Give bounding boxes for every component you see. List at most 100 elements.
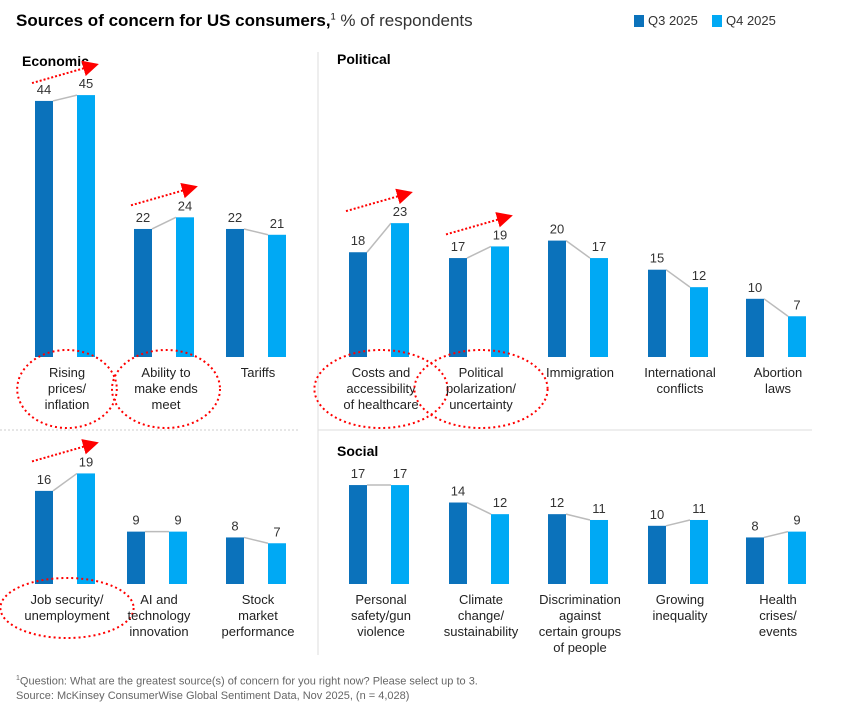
data-label: 45 [79,76,93,91]
bar-q3 [226,537,244,584]
category-label: inequality [653,608,708,623]
data-label: 20 [550,222,564,237]
data-label: 22 [228,210,242,225]
title-bold: Sources of concern for US consumers, [16,11,331,30]
legend-label-q4: Q4 2025 [726,13,776,28]
data-label: 8 [231,518,238,533]
category-label: sustainability [444,624,519,639]
category-label: meet [152,397,181,412]
legend-swatch-q4 [712,14,722,27]
category-label: Discrimination [539,592,621,607]
bar-q4 [176,217,194,357]
trend-arrow [445,212,513,236]
category-label: Costs and [352,365,411,380]
data-label: 7 [273,524,280,539]
data-label: 17 [393,466,407,481]
bar-q4 [690,519,708,584]
connector-line [763,530,789,539]
category-label: Job security/ [31,592,104,607]
data-label: 17 [351,466,365,481]
connector-line [565,513,591,521]
category-label: Growing [656,592,704,607]
panel-title: Political [337,51,391,67]
category-label: Political [459,365,504,380]
chart-title: Sources of concern for US consumers,1 % … [16,11,473,31]
category-label: AI and [140,592,178,607]
category-label: Personal [355,592,406,607]
category-label: Ability to [141,365,190,380]
data-label: 9 [793,513,800,528]
category-label: Tariffs [241,365,276,380]
category-label: change/ [458,608,505,623]
category-label: International [644,365,716,380]
category-label: unemployment [24,608,110,623]
category-label: of people [553,640,607,655]
category-label: innovation [129,624,188,639]
data-label: 14 [451,484,465,499]
bar-q3 [127,531,145,584]
data-label: 19 [493,227,507,242]
bar-q3 [548,514,566,584]
category-label: events [759,624,798,639]
category-label: Climate [459,592,503,607]
data-label: 10 [650,507,664,522]
panel-title: Social [337,443,378,459]
footnote: 1Question: What are the greatest source(… [16,672,478,703]
data-label: 21 [270,216,284,231]
bar-q3 [648,525,666,584]
title-footnote-mark: 1 [330,11,336,22]
category-label: Stock [242,592,275,607]
bar-q3 [648,269,666,357]
bar-q4 [690,287,708,357]
title-subtitle: % of respondents [340,11,473,30]
panel-title: Economic [22,53,89,69]
category-label: Immigration [546,365,614,380]
trend-arrow [130,182,198,207]
connector-line [466,245,492,259]
data-label: 22 [136,210,150,225]
bar-q3 [449,502,467,584]
data-label: 19 [79,454,93,469]
highlight-circle [413,349,549,429]
bar-q4 [268,234,286,357]
bar-q3 [349,252,367,357]
data-label: 9 [174,513,181,528]
highlight-circle [16,349,118,429]
data-label: 11 [592,501,606,516]
category-label: polarization/ [446,381,516,396]
category-label: of healthcare [343,397,418,412]
bar-q4 [491,514,509,584]
legend-item-q4: Q4 2025 [712,13,776,28]
data-label: 12 [550,495,564,510]
category-label: Health [759,592,797,607]
category-label: uncertainty [449,397,513,412]
data-label: 7 [793,297,800,312]
bar-q3 [349,485,367,584]
data-label: 44 [37,82,51,97]
bar-q3 [548,240,566,357]
category-label: safety/gun [351,608,411,623]
category-label: Rising [49,365,85,380]
data-label: 12 [493,495,507,510]
bar-q4 [268,543,286,584]
trend-arrow [345,188,413,213]
category-label: performance [222,624,295,639]
data-label: 17 [592,239,606,254]
bar-q4 [169,531,187,584]
connector-line [366,222,392,253]
category-label: technology [128,608,191,623]
connector-line [565,239,591,259]
footnote-mark: 1 [16,675,20,682]
data-label: 16 [37,472,51,487]
bar-q4 [77,473,95,584]
bar-q3 [746,537,764,584]
legend-label-q3: Q3 2025 [648,13,698,28]
highlight-circle [313,349,449,429]
data-label: 12 [692,268,706,283]
connector-line [52,472,78,492]
data-label: 10 [748,280,762,295]
data-label: 8 [751,518,758,533]
bar-q3 [449,258,467,357]
legend-item-q3: Q3 2025 [634,13,698,28]
bar-q3 [134,228,152,357]
